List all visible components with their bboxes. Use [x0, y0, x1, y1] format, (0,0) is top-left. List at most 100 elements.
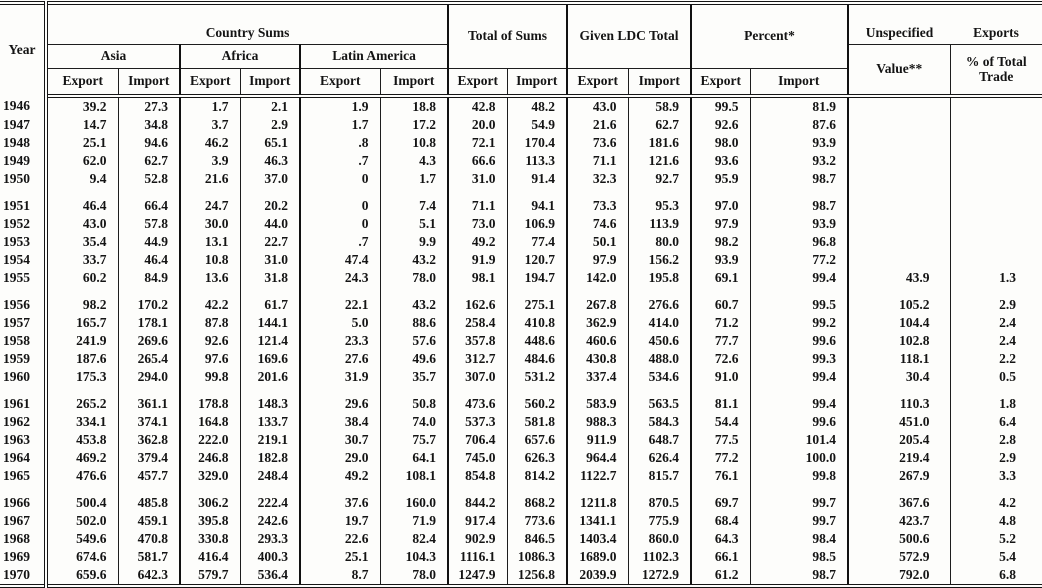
data-cell: 75.7: [379, 431, 449, 449]
data-cell: [949, 116, 1042, 134]
spacer-cell: [299, 485, 380, 494]
data-cell: 160.0: [379, 494, 449, 512]
data-cell: 1086.3: [506, 548, 568, 566]
spacer-cell: [627, 287, 692, 296]
year-cell: 1969: [0, 548, 48, 566]
data-cell: 99.4: [749, 368, 849, 386]
data-cell: 1403.4: [566, 530, 629, 548]
data-cell: 451.0: [847, 413, 951, 431]
data-cell: 476.6: [76, 468, 107, 483]
data-cell: 93.2: [749, 152, 849, 170]
data-cell: 54.9: [506, 116, 568, 134]
table-row: 1958 241.9 269.6 92.6 121.4 23.3 57.6 357.8 448.…: [0, 332, 1042, 350]
data-cell: 54.4: [690, 413, 751, 431]
data-cell: 49.6: [379, 350, 449, 368]
data-cell: 868.2: [506, 494, 568, 512]
data-cell: 1247.9: [447, 566, 508, 586]
data-cell: 77.4: [506, 233, 568, 251]
africa-import-header: Import: [239, 68, 300, 98]
data-cell: 1211.8: [566, 494, 629, 512]
spacer-cell: [299, 287, 380, 296]
spacer-cell: [379, 287, 449, 296]
data-cell: 44.9: [117, 233, 180, 251]
data-cell: 2.9: [949, 449, 1042, 467]
data-cell: 32.3: [566, 170, 629, 188]
ldc-export-header: Export: [566, 68, 629, 98]
data-cell: 1.9: [299, 96, 380, 116]
table-row: 1970 659.6 642.3 579.7 536.4 8.7 78.0 1247.9 125…: [0, 566, 1042, 586]
data-cell: 73.3: [566, 197, 629, 215]
table-row: 1963 453.8 362.8 222.0 219.1 30.7 75.7 706.4 657…: [0, 431, 1042, 449]
group-spacer-row: [0, 188, 1042, 197]
data-cell: 88.6: [379, 314, 449, 332]
data-cell: 74.0: [379, 413, 449, 431]
data-cell: [847, 215, 951, 233]
data-cell: 99.6: [749, 332, 849, 350]
data-cell: 91.0: [690, 368, 751, 386]
spacer-cell: [447, 386, 508, 395]
data-cell: 485.8: [117, 494, 180, 512]
spacer-cell: [690, 188, 751, 197]
data-cell: 1.7: [379, 170, 449, 188]
year-cell: 1964: [0, 449, 48, 467]
data-cell: 68.4: [690, 512, 751, 530]
data-cell: 4.8: [949, 512, 1042, 530]
data-cell: [949, 251, 1042, 269]
spacer-cell: [566, 287, 629, 296]
data-cell: [949, 170, 1042, 188]
data-cell: 182.8: [239, 449, 300, 467]
data-cell: 4.3: [379, 152, 449, 170]
data-cell: 222.0: [179, 431, 240, 449]
year-cell: 1959: [0, 350, 48, 368]
data-cell: 91.9: [447, 251, 508, 269]
data-cell: 142.0: [566, 269, 629, 287]
data-cell: 248.4: [239, 467, 300, 485]
data-cell: 29.0: [299, 449, 380, 467]
data-cell: 448.6: [506, 332, 568, 350]
data-cell: [949, 134, 1042, 152]
data-cell: [847, 116, 951, 134]
data-cell: 579.7: [179, 566, 240, 586]
data-cell: 0: [299, 170, 380, 188]
data-cell: 19.7: [299, 512, 380, 530]
asia-export-header: Export: [46, 68, 118, 98]
data-cell: 500.4: [76, 495, 107, 510]
given-ldc-total-header: Given LDC Total: [566, 3, 692, 69]
data-cell: 21.6: [566, 116, 629, 134]
data-cell: 93.9: [690, 251, 751, 269]
year-cell: 1951: [0, 197, 48, 215]
spacer-cell: [0, 386, 48, 395]
data-cell: 24.7: [179, 197, 240, 215]
data-cell: 572.9: [847, 548, 951, 566]
data-cell: 43.0: [82, 216, 107, 231]
spacer-cell: [379, 386, 449, 395]
data-cell: 902.9: [447, 530, 508, 548]
data-cell: 64.1: [379, 449, 449, 467]
data-cell: 657.6: [506, 431, 568, 449]
data-cell: 46.4: [117, 251, 180, 269]
table-row: 1959 187.6 265.4 97.6 169.6 27.6 49.6 312.7 484.…: [0, 350, 1042, 368]
latin-america-header: Latin America: [298, 44, 449, 69]
data-cell: 5.2: [949, 530, 1042, 548]
spacer-cell: [506, 485, 568, 494]
data-cell: 27.6: [299, 350, 380, 368]
data-cell: 488.0: [627, 350, 692, 368]
year-cell: 1952: [0, 215, 48, 233]
data-cell: 219.1: [239, 431, 300, 449]
data-cell: 105.2: [847, 296, 951, 314]
spacer-cell: [749, 287, 849, 296]
data-cell: 1.7: [299, 116, 380, 134]
data-cell: 13.6: [179, 269, 240, 287]
data-cell: 78.0: [379, 566, 449, 586]
data-cell: 31.8: [239, 269, 300, 287]
data-cell: 1341.1: [566, 512, 629, 530]
data-cell: 626.3: [506, 449, 568, 467]
spacer-cell: [239, 485, 300, 494]
data-cell: 87.8: [179, 314, 240, 332]
data-cell: 104.3: [379, 548, 449, 566]
spacer-cell: [627, 485, 692, 494]
spacer-cell: [447, 485, 508, 494]
table-row: 1947 14.7 34.8 3.7 2.9 1.7 17.2 20.0 54.9 21.6 62.…: [0, 116, 1042, 134]
data-cell: 502.0: [76, 513, 107, 528]
data-cell: 201.6: [239, 368, 300, 386]
